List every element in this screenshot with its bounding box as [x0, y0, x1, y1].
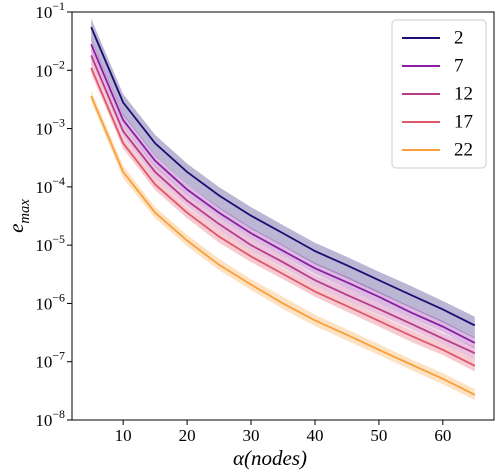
- x-tick-label: 10: [115, 426, 132, 445]
- y-tick-label: 10−8: [35, 407, 65, 430]
- x-tick-label: 40: [306, 426, 323, 445]
- legend-label: 12: [454, 83, 473, 104]
- series-line: [90, 67, 476, 367]
- y-tick-label: 10−5: [35, 232, 65, 255]
- series-line: [90, 95, 476, 396]
- x-tick-label: 60: [434, 426, 451, 445]
- y-tick-label: 10−1: [35, 0, 65, 22]
- y-tick-label: 10−3: [35, 115, 65, 138]
- x-tick-label: 20: [179, 426, 196, 445]
- legend-label: 7: [454, 55, 464, 76]
- x-tick-label: 50: [370, 426, 387, 445]
- legend-label: 2: [454, 27, 464, 48]
- series-line: [90, 55, 476, 355]
- y-tick-label: 10−7: [35, 348, 65, 371]
- legend-label: 22: [454, 139, 473, 160]
- y-axis-label: emax: [4, 199, 34, 233]
- series-line: [90, 26, 476, 327]
- plot: [90, 18, 476, 401]
- legend-label: 17: [454, 111, 473, 132]
- x-tick-label: 30: [243, 426, 260, 445]
- y-tick-label: 10−2: [35, 57, 65, 80]
- plot-frame: [71, 11, 495, 421]
- x-axis-label: α(nodes): [233, 446, 307, 470]
- y-tick-label: 10−6: [35, 290, 65, 313]
- y-tick-label: 10−4: [35, 174, 65, 197]
- series-line: [90, 43, 476, 344]
